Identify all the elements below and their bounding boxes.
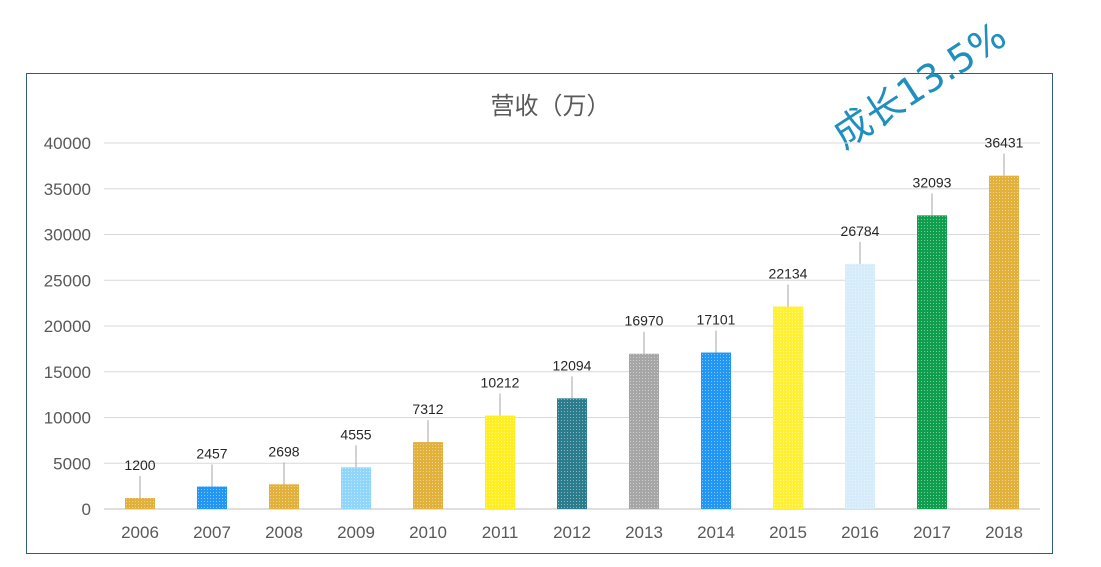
bar-2016 [845,263,875,509]
chart-title: 营收（万） [490,92,611,120]
bar-2018 [989,175,1019,509]
x-tick-label: 2016 [841,523,879,542]
x-tick-label: 2014 [697,523,735,542]
data-label: 2698 [268,443,299,459]
bar-2010 [413,442,443,509]
y-tick-label: 35000 [44,180,91,199]
y-tick-label: 20000 [44,317,91,336]
bar-2015 [773,306,803,509]
x-tick-label: 2013 [625,523,663,542]
y-tick-label: 30000 [44,226,91,245]
bar-2008 [269,484,299,509]
y-tick-label: 10000 [44,409,91,428]
bar-2009 [341,467,371,509]
data-label: 36431 [985,135,1024,151]
bar-2013 [629,353,659,509]
data-label: 7312 [412,401,443,417]
x-tick-label: 2017 [913,523,951,542]
x-tick-label: 2012 [553,523,591,542]
x-tick-label: 2009 [337,523,375,542]
data-label: 2457 [196,446,227,462]
data-label: 17101 [697,312,736,328]
bar-2011 [485,415,515,509]
chart-frame [26,73,1053,554]
data-label: 4555 [340,426,371,442]
x-tick-label: 2008 [265,523,303,542]
bar-2014 [701,352,731,509]
data-label: 12094 [553,357,592,373]
y-tick-label: 40000 [44,134,91,153]
data-label: 32093 [913,174,952,190]
data-label: 22134 [769,265,808,281]
bar-2017 [917,215,947,509]
y-tick-label: 25000 [44,271,91,290]
bar-2012 [557,398,587,509]
y-tick-label: 0 [82,500,91,519]
x-tick-label: 2011 [482,523,519,542]
data-label: 16970 [625,313,664,329]
x-tick-label: 2007 [193,523,231,542]
x-tick-label: 2010 [409,523,447,542]
data-label: 10212 [481,375,520,391]
y-tick-label: 5000 [53,454,91,473]
x-tick-label: 2006 [121,523,159,542]
y-tick-label: 15000 [44,363,91,382]
data-label: 1200 [124,457,155,473]
x-tick-label: 2015 [769,523,807,542]
data-label: 26784 [841,223,880,239]
bar-2007 [197,486,227,509]
x-tick-label: 2018 [985,523,1023,542]
bar-2006 [125,498,155,509]
